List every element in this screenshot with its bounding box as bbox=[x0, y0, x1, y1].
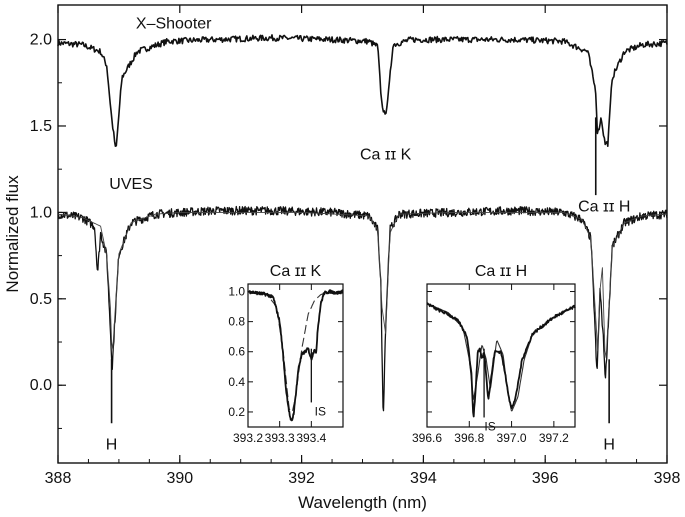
label-ca-h: Ca ɪɪ H bbox=[578, 198, 630, 215]
series-xshooter bbox=[57, 34, 668, 147]
inset-observed-curve bbox=[247, 289, 344, 422]
inset-y-tick-label: 0.8 bbox=[228, 315, 245, 329]
inset-x-tick-label: 393.2 bbox=[233, 431, 263, 445]
interstellar-label: IS bbox=[484, 419, 495, 433]
y-tick-label: 1.0 bbox=[30, 204, 52, 221]
inset-y-tick-label: 0.6 bbox=[228, 345, 245, 359]
inset-x-tick-label: 397.2 bbox=[539, 431, 569, 445]
y-tick-label: 0.0 bbox=[30, 377, 52, 394]
x-tick-label: 390 bbox=[166, 470, 193, 487]
inset-x-tick-label: 393.4 bbox=[296, 431, 326, 445]
series-uves-model bbox=[57, 211, 668, 359]
x-tick-label: 388 bbox=[45, 470, 72, 487]
x-tick-label: 392 bbox=[288, 470, 315, 487]
inset-frame bbox=[247, 283, 344, 428]
inset-y-tick-label: 1.0 bbox=[228, 285, 245, 299]
inset-observed-curve bbox=[426, 302, 576, 418]
inset-title: Ca ɪɪ K bbox=[270, 263, 322, 280]
inset-x-tick-label: 393.3 bbox=[265, 431, 295, 445]
inset-ca-k: Ca ɪɪ K 393.2 393.3 393.4 0.2 0.4 0.6 0.8 1.0 IS bbox=[228, 258, 353, 449]
inset-background bbox=[244, 258, 353, 449]
label-ca-k: Ca ɪɪ K bbox=[360, 147, 412, 164]
inset-x-tick-label: 396.8 bbox=[454, 431, 484, 445]
y-tick-label: 2.0 bbox=[30, 32, 52, 49]
y-tick-label: 1.5 bbox=[30, 118, 52, 135]
label-xshooter: X–Shooter bbox=[136, 15, 212, 32]
x-tick-label: 398 bbox=[654, 470, 681, 487]
label-hydrogen-1: H bbox=[106, 436, 118, 453]
main-plot: 388 390 392 394 396 398 0.0 0.5 1.0 1.5 2.0 Wavelen… bbox=[3, 4, 681, 512]
interstellar-label: IS bbox=[315, 404, 326, 418]
y-axis-label: Normalized flux bbox=[3, 175, 22, 293]
inset-x-tick-label: 396.6 bbox=[412, 431, 442, 445]
inset-background bbox=[423, 258, 585, 449]
y-tick-label: 0.5 bbox=[30, 291, 52, 308]
inset-ca-h: Ca ɪɪ H 396.6 396.8 397.0 397.2 IS bbox=[412, 258, 585, 449]
label-uves: UVES bbox=[109, 176, 153, 193]
x-tick-label: 394 bbox=[410, 470, 437, 487]
inset-title: Ca ɪɪ H bbox=[475, 263, 527, 280]
x-tick-label: 396 bbox=[532, 470, 559, 487]
x-axis-label: Wavelength (nm) bbox=[298, 493, 427, 512]
label-hydrogen-2: H bbox=[603, 436, 615, 453]
inset-y-tick-label: 0.2 bbox=[228, 405, 245, 419]
inset-y-tick-label: 0.4 bbox=[228, 375, 245, 389]
inset-x-tick-label: 397.0 bbox=[497, 431, 527, 445]
inset-frame bbox=[426, 283, 576, 428]
series-uves bbox=[57, 205, 668, 412]
